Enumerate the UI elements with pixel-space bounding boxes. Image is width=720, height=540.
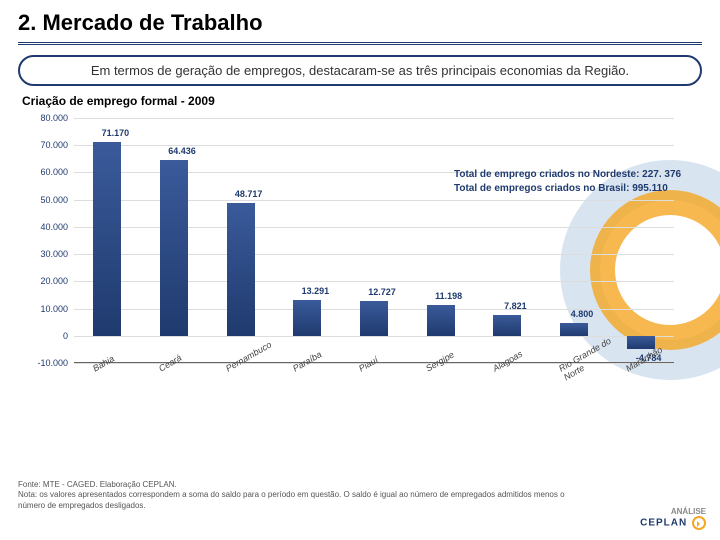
bar: 12.727 [360, 301, 388, 336]
bar-value-label: 13.291 [285, 286, 345, 296]
bar: 11.198 [427, 305, 455, 335]
annotation-line-1: Total de emprego criados no Nordeste: 22… [454, 168, 681, 182]
bar: 13.291 [293, 300, 321, 336]
y-tick-label: 0 [24, 331, 68, 341]
slide-title: 2. Mercado de Trabalho [18, 10, 702, 45]
subtitle-box: Em termos de geração de empregos, destac… [18, 55, 702, 86]
bar-chart: -10.000 0 10.000 20.000 30.000 40.000 50.000 60… [24, 110, 704, 430]
bar-value-label: 4.800 [552, 309, 612, 319]
y-tick-label: 10.000 [24, 304, 68, 314]
bar: 48.717 [227, 203, 255, 336]
y-tick-label: 30.000 [24, 249, 68, 259]
y-tick-label: 40.000 [24, 222, 68, 232]
y-tick-label: 50.000 [24, 195, 68, 205]
annotation-line-2: Total de empregos criados no Brasil: 995… [454, 182, 681, 196]
bar-value-label: 48.717 [219, 189, 279, 199]
bar-value-label: 12.727 [352, 287, 412, 297]
chart-title: Criação de emprego formal - 2009 [22, 94, 702, 108]
bar: 7.821 [493, 315, 521, 336]
y-tick-label: 80.000 [24, 113, 68, 123]
y-tick-label: -10.000 [24, 358, 68, 368]
bar: 4.800 [560, 323, 588, 336]
y-tick-label: 20.000 [24, 276, 68, 286]
chart-annotation: Total de emprego criados no Nordeste: 22… [454, 168, 681, 195]
bar-value-label: 7.821 [485, 301, 545, 311]
y-tick-label: 60.000 [24, 167, 68, 177]
y-tick-label: 70.000 [24, 140, 68, 150]
bar-value-label: 11.198 [419, 291, 479, 301]
bar: -4.784 [627, 336, 655, 349]
bar: 64.436 [160, 160, 188, 335]
bar: 71.170 [93, 142, 121, 336]
bar-value-label: 64.436 [152, 146, 212, 156]
bar-value-label: 71.170 [85, 128, 145, 138]
